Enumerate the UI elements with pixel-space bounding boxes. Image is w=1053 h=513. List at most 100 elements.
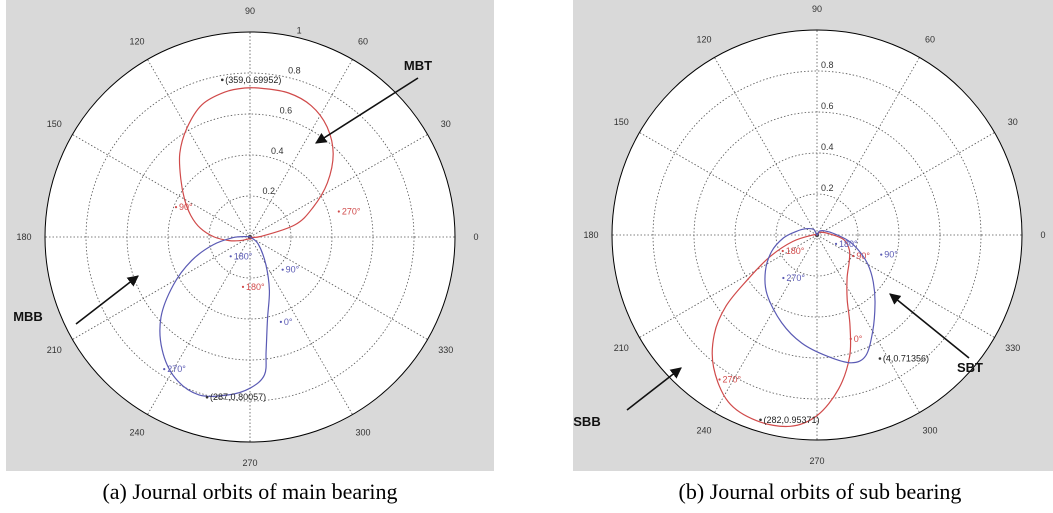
- angle-tick-label: 0: [1040, 230, 1045, 240]
- grid-spoke: [816, 234, 920, 413]
- orbit-point-label: 90°: [179, 202, 193, 212]
- callout-arrow: [315, 77, 419, 144]
- orbit-point-marker: [279, 320, 282, 323]
- orbit-series-2: [159, 235, 271, 397]
- orbit-series-2: [764, 227, 876, 364]
- angle-tick-label: 30: [1008, 117, 1018, 127]
- callout-label-sbt: SBT: [957, 360, 983, 375]
- angle-tick-label: 330: [1005, 343, 1020, 353]
- orbit-point-marker: [718, 378, 721, 381]
- radial-tick-label: 0.4: [271, 146, 284, 156]
- angle-tick-label: 330: [438, 345, 453, 355]
- orbit-series-1: [178, 87, 334, 242]
- grid-spoke: [249, 134, 428, 238]
- grid-spoke: [249, 59, 353, 238]
- orbit-point-marker: [782, 276, 785, 280]
- orbit-point-marker: [880, 253, 883, 256]
- orbit-point-marker: [849, 337, 852, 340]
- callout-label-mbt: MBT: [404, 58, 432, 73]
- orbit-series-1: [711, 231, 852, 428]
- caption-sub-bearing: (b) Journal orbits of sub bearing: [678, 479, 962, 504]
- angle-tick-label: 270: [809, 456, 824, 466]
- grid-spoke: [714, 234, 818, 413]
- orbit-point-label: 90°: [884, 250, 898, 260]
- callout-arrow: [889, 293, 970, 359]
- grid-spoke: [816, 132, 995, 236]
- angle-tick-label: 90: [245, 6, 255, 16]
- radial-tick-label: 1: [297, 25, 302, 35]
- angle-tick-label: 150: [614, 117, 629, 127]
- angle-tick-label: 300: [922, 426, 937, 436]
- grid-spoke: [72, 134, 251, 238]
- callout-label-sbb: SBB: [573, 414, 600, 429]
- angle-tick-label: 120: [696, 34, 711, 44]
- grid-spoke: [147, 236, 251, 415]
- orbit-point-marker: [852, 254, 855, 258]
- orbit-point-label: 90°: [286, 265, 300, 275]
- angle-tick-label: 30: [441, 119, 451, 129]
- orbit-point-label: 270°: [167, 364, 186, 374]
- angle-tick-label: 60: [358, 36, 368, 46]
- datatip-label: (282,0.95371): [764, 415, 820, 425]
- grid-ring: [85, 72, 415, 402]
- datatip-marker: [759, 418, 762, 422]
- polar-chart-sub-bearing: 0 30 60 90 120 150 180 210 240 270 300 330 0.2 0.4 0.6…: [573, 0, 1053, 471]
- orbit-point-label: 0°: [854, 334, 863, 344]
- angle-tick-label: 300: [355, 428, 370, 438]
- angle-tick-label: 60: [925, 34, 935, 44]
- orbit-point-marker: [834, 242, 838, 245]
- grid-spoke: [816, 57, 920, 236]
- angle-tick-label: 180: [583, 230, 598, 240]
- datatip-label: (359,0.69952): [225, 75, 281, 85]
- grid-spoke: [714, 57, 818, 236]
- orbit-point-label: 270°: [723, 375, 742, 385]
- datatip-marker: [220, 78, 224, 82]
- datatip-marker: [205, 395, 209, 399]
- angle-tick-label: 240: [696, 426, 711, 436]
- grid-spoke: [639, 234, 818, 338]
- angle-tick-label: 120: [129, 36, 144, 46]
- angle-tick-label: 90: [812, 4, 822, 14]
- grid-spoke: [249, 236, 353, 415]
- orbit-point-marker: [174, 206, 178, 209]
- polar-chart-main-bearing: 0 30 60 90 120 150 180 210 240 270 300 330 0.2 0.4 0.6…: [6, 0, 494, 471]
- callout-label-mbb: MBB: [13, 309, 43, 324]
- orbit-point-label: 180°: [839, 239, 858, 249]
- orbit-point-label: 180°: [234, 251, 253, 261]
- callout-arrow: [626, 367, 682, 411]
- radial-tick-label: 0.2: [263, 186, 276, 196]
- datatip-label: (4,0.71356): [883, 353, 929, 363]
- orbit-point-label: 270°: [786, 273, 805, 283]
- grid-spoke: [72, 236, 251, 340]
- orbit-point-marker: [281, 268, 284, 271]
- orbit-point-label: 0°: [284, 317, 293, 327]
- caption-main-bearing: (a) Journal orbits of main bearing: [102, 479, 398, 504]
- grid-ring: [208, 195, 292, 279]
- grid-spoke: [816, 234, 995, 338]
- datatip-label: (287,0.80057): [210, 392, 266, 402]
- orbit-point-marker: [337, 210, 340, 213]
- grid-ring: [775, 193, 859, 277]
- orbit-point-label: 180°: [246, 282, 265, 292]
- angle-tick-label: 210: [614, 343, 629, 353]
- grid-spoke: [249, 236, 428, 340]
- polar-plot-b: 0 30 60 90 120 150 180 210 240 270 300 330 0.2 0.4 0.6…: [573, 4, 1045, 466]
- radial-tick-label: 0.4: [821, 142, 834, 152]
- radial-tick-label: 0.2: [821, 183, 834, 193]
- radial-tick-label: 0.8: [288, 66, 301, 76]
- angle-tick-label: 0: [473, 232, 478, 242]
- orbit-point-label: 270°: [342, 207, 361, 217]
- radial-tick-label: 0.6: [821, 101, 834, 111]
- grid-ring: [652, 70, 982, 400]
- radial-tick-label: 0.6: [280, 106, 293, 116]
- angle-tick-label: 150: [47, 119, 62, 129]
- polar-plot-a: 0 30 60 90 120 150 180 210 240 270 300 330 0.2 0.4 0.6…: [13, 6, 478, 468]
- callout-arrow: [75, 275, 139, 325]
- orbit-point-marker: [163, 367, 166, 371]
- angle-tick-label: 180: [16, 232, 31, 242]
- orbit-point-marker: [241, 285, 245, 289]
- angle-tick-label: 240: [129, 428, 144, 438]
- orbit-point-marker: [781, 249, 784, 253]
- grid-spoke: [147, 59, 251, 238]
- grid-spoke: [639, 132, 818, 236]
